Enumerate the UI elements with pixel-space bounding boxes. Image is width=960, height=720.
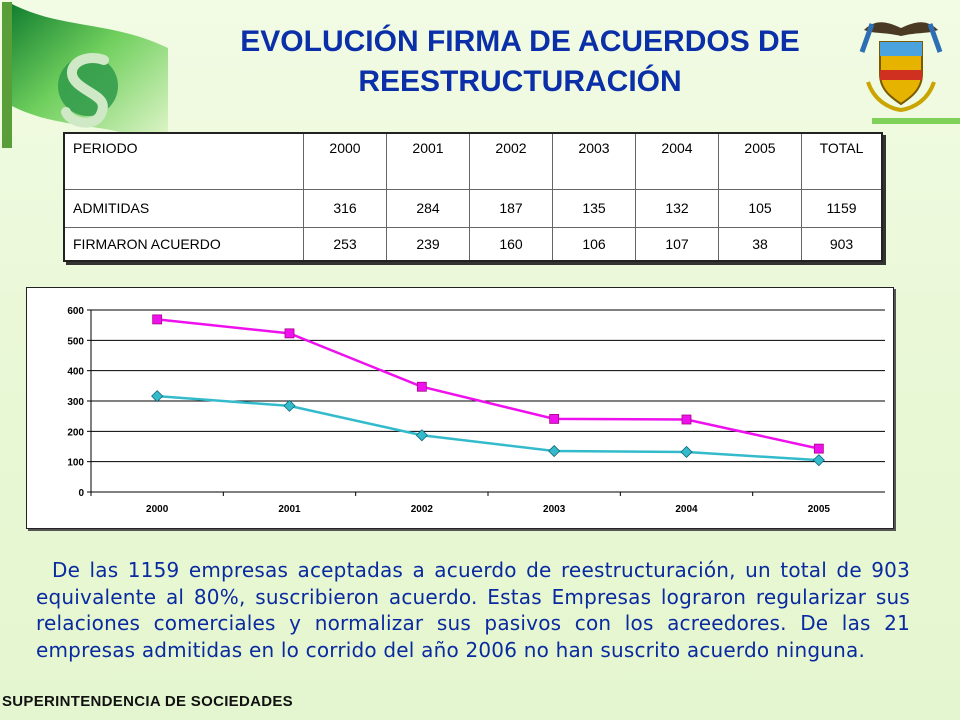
data-point <box>813 443 824 454</box>
column-header: 2001 <box>386 132 470 190</box>
y-tick-label: 600 <box>67 306 84 317</box>
table-header-row: PERIODO 2000 2001 2002 2003 2004 2005 TO… <box>63 132 883 190</box>
y-tick-label: 100 <box>67 458 84 469</box>
table-cell: 284 <box>386 188 470 228</box>
chart-canvas: 0 100 200 300 400 500 600 2000 2001 2002 2003 2004 2… <box>67 306 885 515</box>
y-tick-label: 0 <box>78 488 84 499</box>
decorative-line <box>872 118 960 124</box>
data-point <box>680 445 693 459</box>
line-chart: 0 100 200 300 400 500 600 2000 2001 2002 2003 2004 2… <box>26 287 894 529</box>
data-point <box>549 413 560 424</box>
footer-label: SUPERINTENDENCIA DE SOCIEDADES <box>2 693 293 710</box>
data-point <box>548 444 561 458</box>
data-point <box>283 399 296 412</box>
table-cell: 253 <box>303 226 387 262</box>
table-row: FIRMARON ACUERDO 253 239 160 106 107 38 … <box>63 226 883 262</box>
x-tick-label: 2003 <box>543 504 566 515</box>
column-header: 2003 <box>552 132 636 190</box>
table-cell: 187 <box>469 188 553 228</box>
table-cell: 239 <box>386 226 470 262</box>
table-cell: 105 <box>718 188 802 228</box>
table-cell: 38 <box>718 226 802 262</box>
x-tick-label: 2002 <box>411 504 434 515</box>
title-line-2: REESTRUCTURACIÓN <box>358 65 682 98</box>
row-label: ADMITIDAS <box>63 188 304 228</box>
data-point <box>416 381 427 392</box>
table-cell: 316 <box>303 188 387 228</box>
superintendencia-logo <box>0 0 175 150</box>
column-header: 2000 <box>303 132 387 190</box>
data-point <box>812 454 825 467</box>
data-point <box>284 328 295 339</box>
data-point <box>681 414 692 425</box>
data-point <box>152 314 163 325</box>
data-point <box>151 390 164 403</box>
y-tick-label: 300 <box>67 397 84 408</box>
series-line <box>157 394 819 462</box>
column-header: PERIODO <box>63 132 304 190</box>
table-cell: 107 <box>635 226 719 262</box>
table-cell: 1159 <box>801 188 883 228</box>
row-label: FIRMARON ACUERDO <box>63 226 304 262</box>
data-table: PERIODO 2000 2001 2002 2003 2004 2005 TO… <box>63 132 883 262</box>
page-title: EVOLUCIÓN FIRMA DE ACUERDOS DE REESTRUCT… <box>190 22 850 102</box>
table-cell: 160 <box>469 226 553 262</box>
column-header: TOTAL <box>801 132 883 190</box>
table-cell: 132 <box>635 188 719 228</box>
y-tick-label: 400 <box>67 367 84 378</box>
summary-paragraph: De las 1159 empresas aceptadas a acuerdo… <box>36 558 910 662</box>
column-header: 2004 <box>635 132 719 190</box>
table-cell: 135 <box>552 188 636 228</box>
coat-of-arms-icon <box>858 12 944 113</box>
column-header: 2002 <box>469 132 553 190</box>
table-cell: 106 <box>552 226 636 262</box>
y-tick-label: 500 <box>67 336 84 347</box>
x-tick-label: 2004 <box>675 504 698 515</box>
table-row: ADMITIDAS 316 284 187 135 132 105 1159 <box>63 188 883 228</box>
table-cell: 903 <box>801 226 883 262</box>
x-tick-label: 2000 <box>146 504 169 515</box>
y-tick-label: 200 <box>67 427 84 438</box>
series-line <box>157 318 820 450</box>
title-line-1: EVOLUCIÓN FIRMA DE ACUERDOS DE <box>240 25 800 58</box>
x-tick-label: 2005 <box>808 504 831 515</box>
data-point <box>415 429 428 442</box>
x-tick-label: 2001 <box>278 504 301 515</box>
column-header: 2005 <box>718 132 802 190</box>
